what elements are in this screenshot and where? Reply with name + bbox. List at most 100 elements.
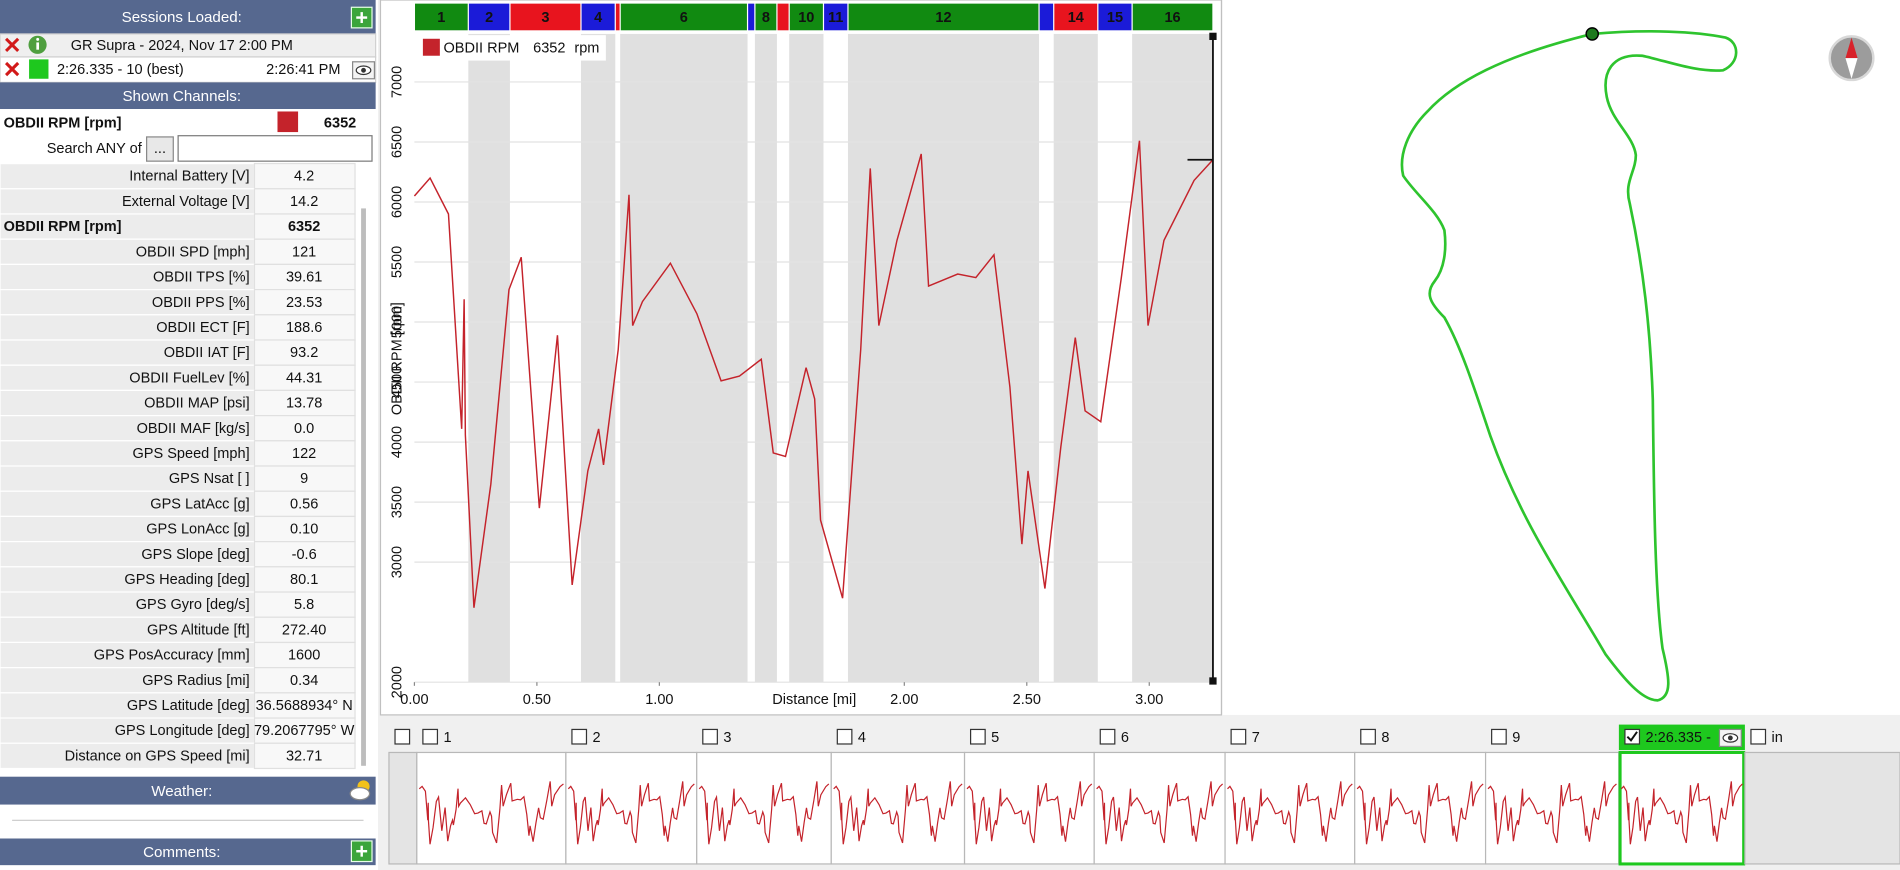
legend-name: OBDII RPM xyxy=(443,40,519,56)
channel-name: GPS PosAccuracy [mm] xyxy=(94,648,250,664)
sector-label: 2 xyxy=(485,10,493,26)
sector[interactable] xyxy=(824,3,848,31)
channels-title: Shown Channels: xyxy=(122,88,241,105)
sector[interactable] xyxy=(620,3,747,31)
y-tick-label: 6500 xyxy=(389,126,405,158)
scrollbar[interactable] xyxy=(361,208,366,766)
lap-checkbox[interactable] xyxy=(1360,728,1376,745)
lap-box[interactable] xyxy=(1744,751,1900,865)
car-position xyxy=(1585,27,1600,41)
sector[interactable] xyxy=(789,3,823,31)
x-tick-label: 2.00 xyxy=(890,692,918,708)
sector[interactable] xyxy=(1132,3,1213,31)
sessions-title: Sessions Loaded: xyxy=(122,9,242,26)
channel-name-cell[interactable] xyxy=(0,188,256,215)
sector[interactable] xyxy=(415,3,468,31)
lap-checkbox[interactable] xyxy=(1491,728,1507,745)
channel-value: 0.34 xyxy=(290,673,318,689)
lap-box[interactable] xyxy=(1618,751,1746,865)
sector-shade xyxy=(1132,33,1213,683)
lap-checkbox[interactable] xyxy=(702,728,718,745)
search-options-button-label: ... xyxy=(154,141,166,157)
weather-title: Weather: xyxy=(151,783,212,800)
lap-box[interactable] xyxy=(963,751,1095,865)
remove-lap-button-icon xyxy=(4,61,20,77)
channel-value: -0.6 xyxy=(292,547,317,563)
lap-checkbox[interactable] xyxy=(394,728,411,745)
lap-checkbox[interactable] xyxy=(836,728,853,745)
sector-shade xyxy=(620,33,748,683)
sector[interactable] xyxy=(581,3,615,31)
search-input[interactable] xyxy=(177,135,373,162)
map-panel xyxy=(1222,0,1900,715)
lap-box[interactable] xyxy=(1093,751,1226,865)
channel-name-cell[interactable] xyxy=(0,692,256,719)
lap-box[interactable] xyxy=(830,751,966,865)
lap-label: 2:26.335 - xyxy=(1646,730,1712,746)
lap-checkbox-check xyxy=(1626,731,1638,742)
sector[interactable] xyxy=(848,3,1039,31)
sector[interactable] xyxy=(1039,3,1054,31)
lap-checkbox[interactable] xyxy=(969,728,986,745)
sector-label: 14 xyxy=(1068,10,1084,26)
y-tick-label: 2000 xyxy=(389,666,405,698)
sector[interactable] xyxy=(777,3,789,31)
channel-name-cell[interactable] xyxy=(0,490,256,518)
sector[interactable] xyxy=(615,3,620,31)
sector[interactable] xyxy=(1098,3,1132,31)
channel-name-cell[interactable] xyxy=(0,314,256,341)
lap-box[interactable] xyxy=(388,751,418,865)
data-line xyxy=(413,140,1214,608)
lap-time: 2:26:41 PM xyxy=(266,62,340,78)
lap-color[interactable] xyxy=(29,59,49,79)
lap-label: 3 xyxy=(723,730,731,746)
y-tick-label: 4000 xyxy=(389,426,405,458)
sector[interactable] xyxy=(1054,3,1098,31)
cursor-handle[interactable] xyxy=(1209,677,1217,685)
sector[interactable] xyxy=(468,3,510,31)
lap-box[interactable] xyxy=(1224,751,1356,865)
lap-box[interactable] xyxy=(416,751,567,865)
lap-box[interactable] xyxy=(696,751,832,865)
lap-checkbox[interactable] xyxy=(1099,728,1116,745)
channel-value-cell xyxy=(253,213,356,240)
lap-checkbox[interactable] xyxy=(1230,728,1247,745)
lap-checkbox[interactable] xyxy=(571,728,588,745)
channel-name: GPS Altitude [ft] xyxy=(147,622,250,638)
channel-name: GPS Slope [deg] xyxy=(141,547,249,563)
channel-name-cell[interactable] xyxy=(0,389,256,417)
search-options-button[interactable] xyxy=(146,136,174,162)
lap-box[interactable] xyxy=(1354,751,1487,865)
lap-checkbox[interactable] xyxy=(1750,728,1767,745)
channel-name: Distance on GPS Speed [mi] xyxy=(65,748,250,764)
comments-title: Comments: xyxy=(143,844,220,861)
lap-label: in xyxy=(1772,730,1783,746)
sector[interactable] xyxy=(748,3,755,31)
lap-checkbox[interactable] xyxy=(422,728,439,745)
channel-name: GPS LonAcc [g] xyxy=(146,522,249,538)
lap-box[interactable] xyxy=(565,751,698,865)
sector-label: 12 xyxy=(935,10,951,26)
legend-value: 6352 xyxy=(533,40,565,56)
channel-value: 0.0 xyxy=(294,421,314,437)
channel-value: 121 xyxy=(292,244,316,260)
sector-shade xyxy=(580,33,616,683)
channel-name: Internal Battery [V] xyxy=(129,169,249,185)
channel-name: GPS Gyro [deg/s] xyxy=(136,597,250,613)
sector[interactable] xyxy=(510,3,581,31)
selected-channel-color[interactable] xyxy=(277,111,299,133)
sector[interactable] xyxy=(755,3,777,31)
comments-title-bar xyxy=(0,838,376,866)
channel-name-cell[interactable] xyxy=(0,742,256,770)
info-icon-mark xyxy=(36,42,40,50)
lap-checkbox[interactable] xyxy=(1624,728,1641,745)
channel-name-cell[interactable] xyxy=(0,717,256,744)
channel-name-cell[interactable] xyxy=(0,339,256,366)
cursor-handle[interactable] xyxy=(1209,32,1217,40)
channel-name: External Voltage [V] xyxy=(122,194,250,210)
x-axis-label: Distance [mi] xyxy=(772,692,856,708)
channel-value: 1600 xyxy=(288,648,320,664)
channel-name-cell[interactable] xyxy=(0,238,256,265)
